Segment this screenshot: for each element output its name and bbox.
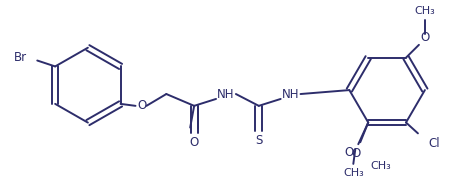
Text: CH₃: CH₃ <box>370 161 391 171</box>
Text: O: O <box>420 32 429 45</box>
Text: S: S <box>255 134 263 147</box>
Text: O: O <box>138 99 147 112</box>
Text: NH: NH <box>217 87 235 100</box>
Text: CH₃: CH₃ <box>415 6 435 16</box>
Text: O: O <box>190 136 199 149</box>
Text: NH: NH <box>282 87 300 100</box>
Text: O: O <box>344 146 353 159</box>
Text: O: O <box>352 146 361 159</box>
Text: Cl: Cl <box>429 137 440 150</box>
Text: Br: Br <box>14 51 27 64</box>
Text: CH₃: CH₃ <box>343 168 364 178</box>
